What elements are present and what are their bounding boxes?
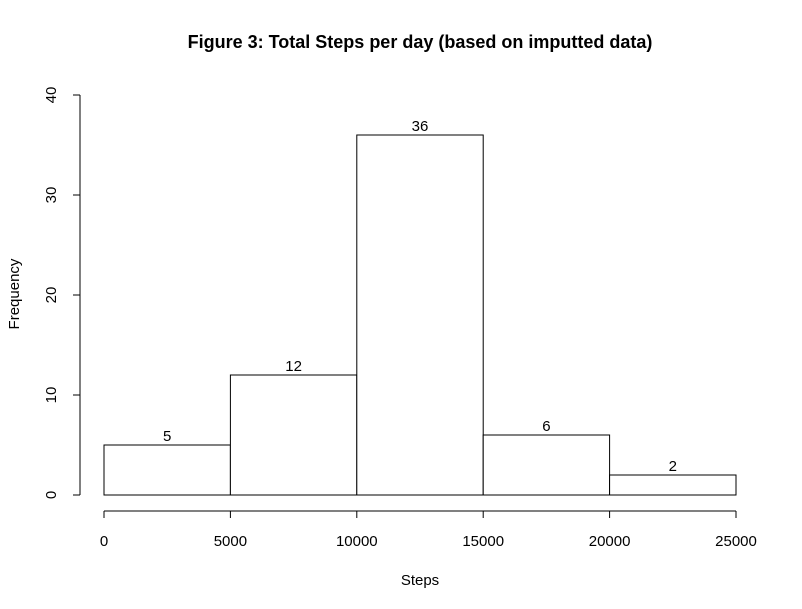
x-tick-label: 15000: [462, 533, 504, 550]
y-axis-title: Frequency: [6, 258, 23, 329]
bar-data-label: 6: [542, 418, 550, 435]
histogram-bar: [356, 134, 484, 496]
histogram-bar: [229, 374, 358, 496]
x-tick-label: 0: [100, 533, 108, 550]
x-tick-label: 5000: [214, 533, 247, 550]
histogram-bar: [609, 474, 737, 496]
x-tick-label: 20000: [589, 533, 631, 550]
bar-data-label: 2: [669, 458, 677, 475]
x-axis-title: Steps: [401, 572, 439, 589]
bar-data-label: 5: [163, 428, 171, 445]
bar-data-label: 36: [412, 118, 429, 135]
y-tick-label: 40: [43, 87, 60, 104]
bar-data-label: 12: [285, 358, 302, 375]
x-tick-label: 10000: [336, 533, 378, 550]
histogram-bar: [103, 444, 231, 496]
y-tick-label: 20: [43, 287, 60, 304]
histogram-bar: [482, 434, 611, 496]
chart-title: Figure 3: Total Steps per day (based on …: [188, 32, 653, 52]
y-tick-label: 0: [43, 491, 60, 499]
y-tick-label: 10: [43, 387, 60, 404]
x-tick-label: 25000: [715, 533, 757, 550]
y-tick-label: 30: [43, 187, 60, 204]
